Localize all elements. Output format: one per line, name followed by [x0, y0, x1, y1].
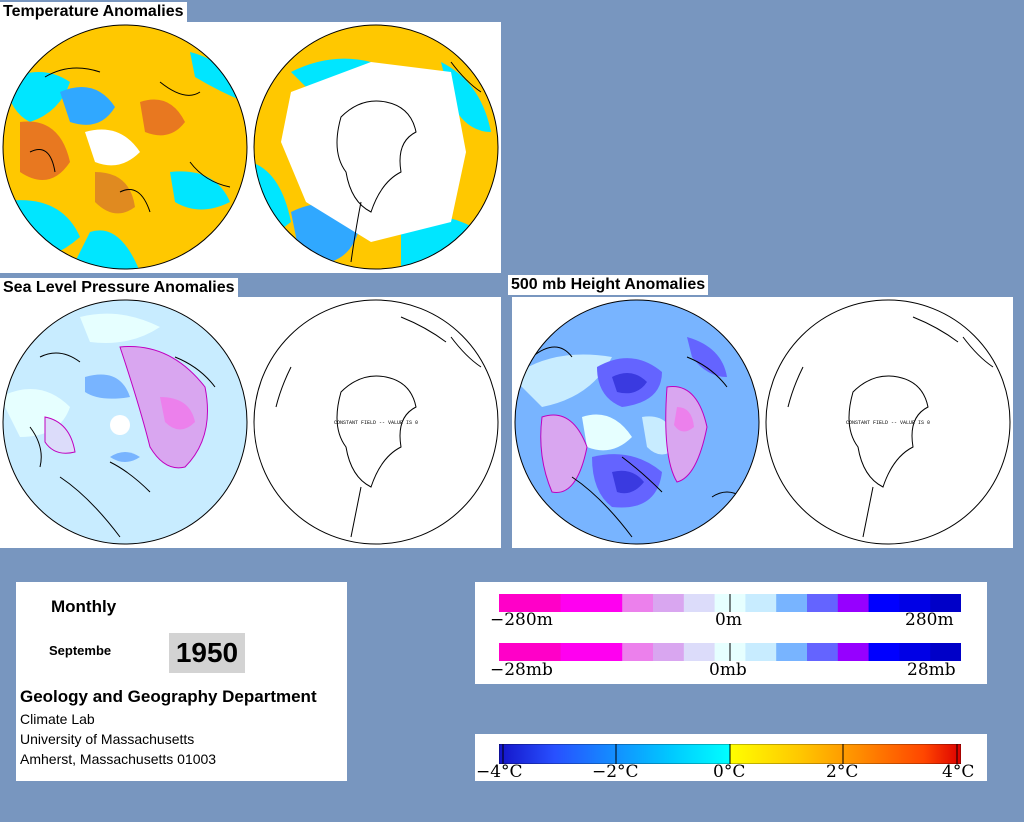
height-min-label: −280m [490, 610, 553, 630]
pressure-mid-label: 0mb [709, 660, 747, 680]
pressure-scale-swatch [868, 643, 900, 661]
height-scale-swatch [899, 594, 931, 612]
pressure-max-label: 28mb [907, 660, 956, 680]
slp-anomalies-title: Sea Level Pressure Anomalies [0, 278, 238, 298]
year-display: 1950 [169, 633, 245, 673]
department-name: Geology and Geography Department [20, 687, 317, 706]
temperature-color-scale [499, 744, 961, 764]
height-scale-swatch [868, 594, 900, 612]
temp-label-neg2: −2°C [592, 762, 639, 782]
height-north-hemisphere-map [514, 299, 760, 545]
height-scale-swatch [683, 594, 716, 612]
height-scale-swatch [529, 594, 562, 612]
height-max-label: 280m [905, 610, 954, 630]
slp-constant-field-label: CONSTANT FIELD -- VALUE IS 0 [334, 420, 418, 426]
height-panel: CONSTANT FIELD -- VALUE IS 0 [512, 297, 1013, 548]
pressure-scale-swatch [930, 643, 961, 661]
temperature-south-hemisphere-map [253, 24, 499, 270]
height-constant-field-label: CONSTANT FIELD -- VALUE IS 0 [846, 420, 930, 426]
height-mid-label: 0m [715, 610, 742, 630]
slp-panel: CONSTANT FIELD -- VALUE IS 0 [0, 297, 501, 548]
height-scale-swatch [653, 594, 685, 612]
pressure-scale-swatch [837, 643, 870, 661]
pressure-scale-swatch [745, 643, 777, 661]
slp-north-hemisphere-map [2, 299, 248, 545]
slp-south-hemisphere-map: CONSTANT FIELD -- VALUE IS 0 [253, 299, 499, 545]
height-scale-swatch [622, 594, 654, 612]
lab-name: Climate Lab [20, 711, 95, 727]
pressure-min-label: −28mb [490, 660, 553, 680]
height-south-hemisphere-map: CONSTANT FIELD -- VALUE IS 0 [765, 299, 1011, 545]
temp-label-2: 2°C [826, 762, 859, 782]
height-color-scale [499, 594, 961, 612]
height-scale-swatch [745, 594, 777, 612]
temperature-north-hemisphere-map [2, 24, 248, 270]
height-scale-swatch [837, 594, 870, 612]
pressure-scale-swatch [899, 643, 931, 661]
temperature-legend: −4°C −2°C 0°C 2°C 4°C [475, 734, 987, 782]
temp-label-0: 0°C [713, 762, 746, 782]
pressure-scale-swatch [499, 643, 531, 661]
pressure-scale-swatch [807, 643, 839, 661]
pressure-scale-swatch [622, 643, 654, 661]
info-box: Monthly Septembe 1950 Geology and Geogra… [16, 582, 347, 781]
university-name: University of Massachusetts [20, 731, 195, 747]
height-scale-swatch [591, 594, 623, 612]
pressure-scale-swatch [591, 643, 623, 661]
height-scale-swatch [807, 594, 839, 612]
pressure-scale-swatch [776, 643, 808, 661]
height-scale-swatch [499, 594, 531, 612]
pressure-color-scale [499, 643, 961, 661]
temperature-anomalies-title: Temperature Anomalies [0, 2, 187, 22]
temperature-panel [0, 22, 501, 273]
height-scale-swatch [776, 594, 808, 612]
height-anomalies-title: 500 mb Height Anomalies [508, 275, 709, 295]
pressure-scale-swatch [560, 643, 592, 661]
pressure-scale-swatch [683, 643, 716, 661]
month-label: Septembe [49, 643, 112, 658]
height-pressure-legend: −280m 0m 280m −28mb 0mb 28mb [475, 582, 987, 684]
period-label: Monthly [51, 597, 117, 616]
temp-label-neg4: −4°C [476, 762, 523, 782]
address: Amherst, Massachusetts 01003 [20, 751, 217, 767]
pressure-scale-swatch [529, 643, 562, 661]
height-scale-swatch [560, 594, 592, 612]
temp-label-4: 4°C [942, 762, 975, 782]
height-scale-swatch [930, 594, 961, 612]
pressure-scale-swatch [653, 643, 685, 661]
